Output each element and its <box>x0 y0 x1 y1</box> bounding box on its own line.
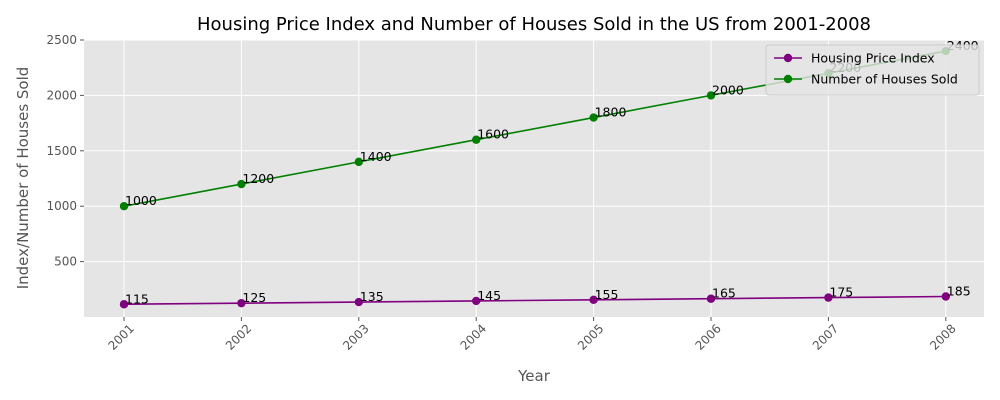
y-tick-label: 500 <box>54 255 77 269</box>
data-label: 1400 <box>360 149 392 164</box>
x-tick-label: 2004 <box>458 321 489 352</box>
data-label: 1800 <box>595 105 627 120</box>
y-tick-label: 1000 <box>46 199 77 213</box>
data-point <box>119 300 129 309</box>
data-point <box>824 293 833 302</box>
legend-label: Housing Price Index <box>811 51 935 66</box>
x-axis-label: Year <box>517 367 551 385</box>
series-line <box>123 295 946 306</box>
y-tick-label: 1500 <box>46 144 77 158</box>
data-label: 135 <box>360 289 384 304</box>
x-tick-label: 2008 <box>927 321 958 352</box>
chart-title: Housing Price Index and Number of Houses… <box>197 14 871 35</box>
data-point <box>119 202 129 211</box>
data-label: 1000 <box>125 193 157 208</box>
y-axis-label: Index/Number of Houses Sold <box>14 67 32 290</box>
x-tick-label: 2001 <box>105 321 136 352</box>
data-label: 115 <box>125 291 149 306</box>
legend-label: Number of Houses Sold <box>811 72 958 87</box>
x-tick-label: 2002 <box>223 321 254 352</box>
x-tick-label: 2005 <box>575 321 606 352</box>
y-tick-label: 2000 <box>46 88 77 102</box>
data-label: 2000 <box>712 82 744 97</box>
x-tick-label: 2006 <box>692 321 723 352</box>
legend-marker <box>783 74 793 84</box>
data-point <box>589 295 598 305</box>
data-label: 125 <box>242 290 266 305</box>
data-point <box>589 113 598 122</box>
y-tick-label: 2500 <box>46 33 77 47</box>
data-point <box>237 179 246 189</box>
data-point <box>706 294 716 303</box>
data-label: 175 <box>829 285 853 300</box>
data-point <box>237 298 246 308</box>
data-label: 1600 <box>477 127 509 142</box>
legend-box <box>765 44 980 96</box>
grid <box>84 39 984 317</box>
data-point <box>472 135 481 144</box>
data-label: 155 <box>595 287 619 302</box>
data-label: 145 <box>477 288 501 303</box>
data-point <box>354 157 363 167</box>
data-point <box>354 297 363 307</box>
data-label: 165 <box>712 286 736 301</box>
data-label: 185 <box>947 284 971 299</box>
y-axis-ticks: 500 1000 1500 2000 2500 <box>46 33 84 269</box>
x-tick-label: 2003 <box>340 321 371 352</box>
data-label: 1200 <box>242 171 274 186</box>
legend: Housing Price Index Number of Houses Sold <box>765 44 980 96</box>
data-point <box>941 292 950 301</box>
data-point <box>706 91 716 100</box>
legend-marker <box>783 53 793 63</box>
x-tick-label: 2007 <box>810 321 841 352</box>
data-point <box>472 296 481 306</box>
x-axis-ticks: 2001 2002 2003 2004 2005 2006 2007 2008 <box>105 317 959 353</box>
